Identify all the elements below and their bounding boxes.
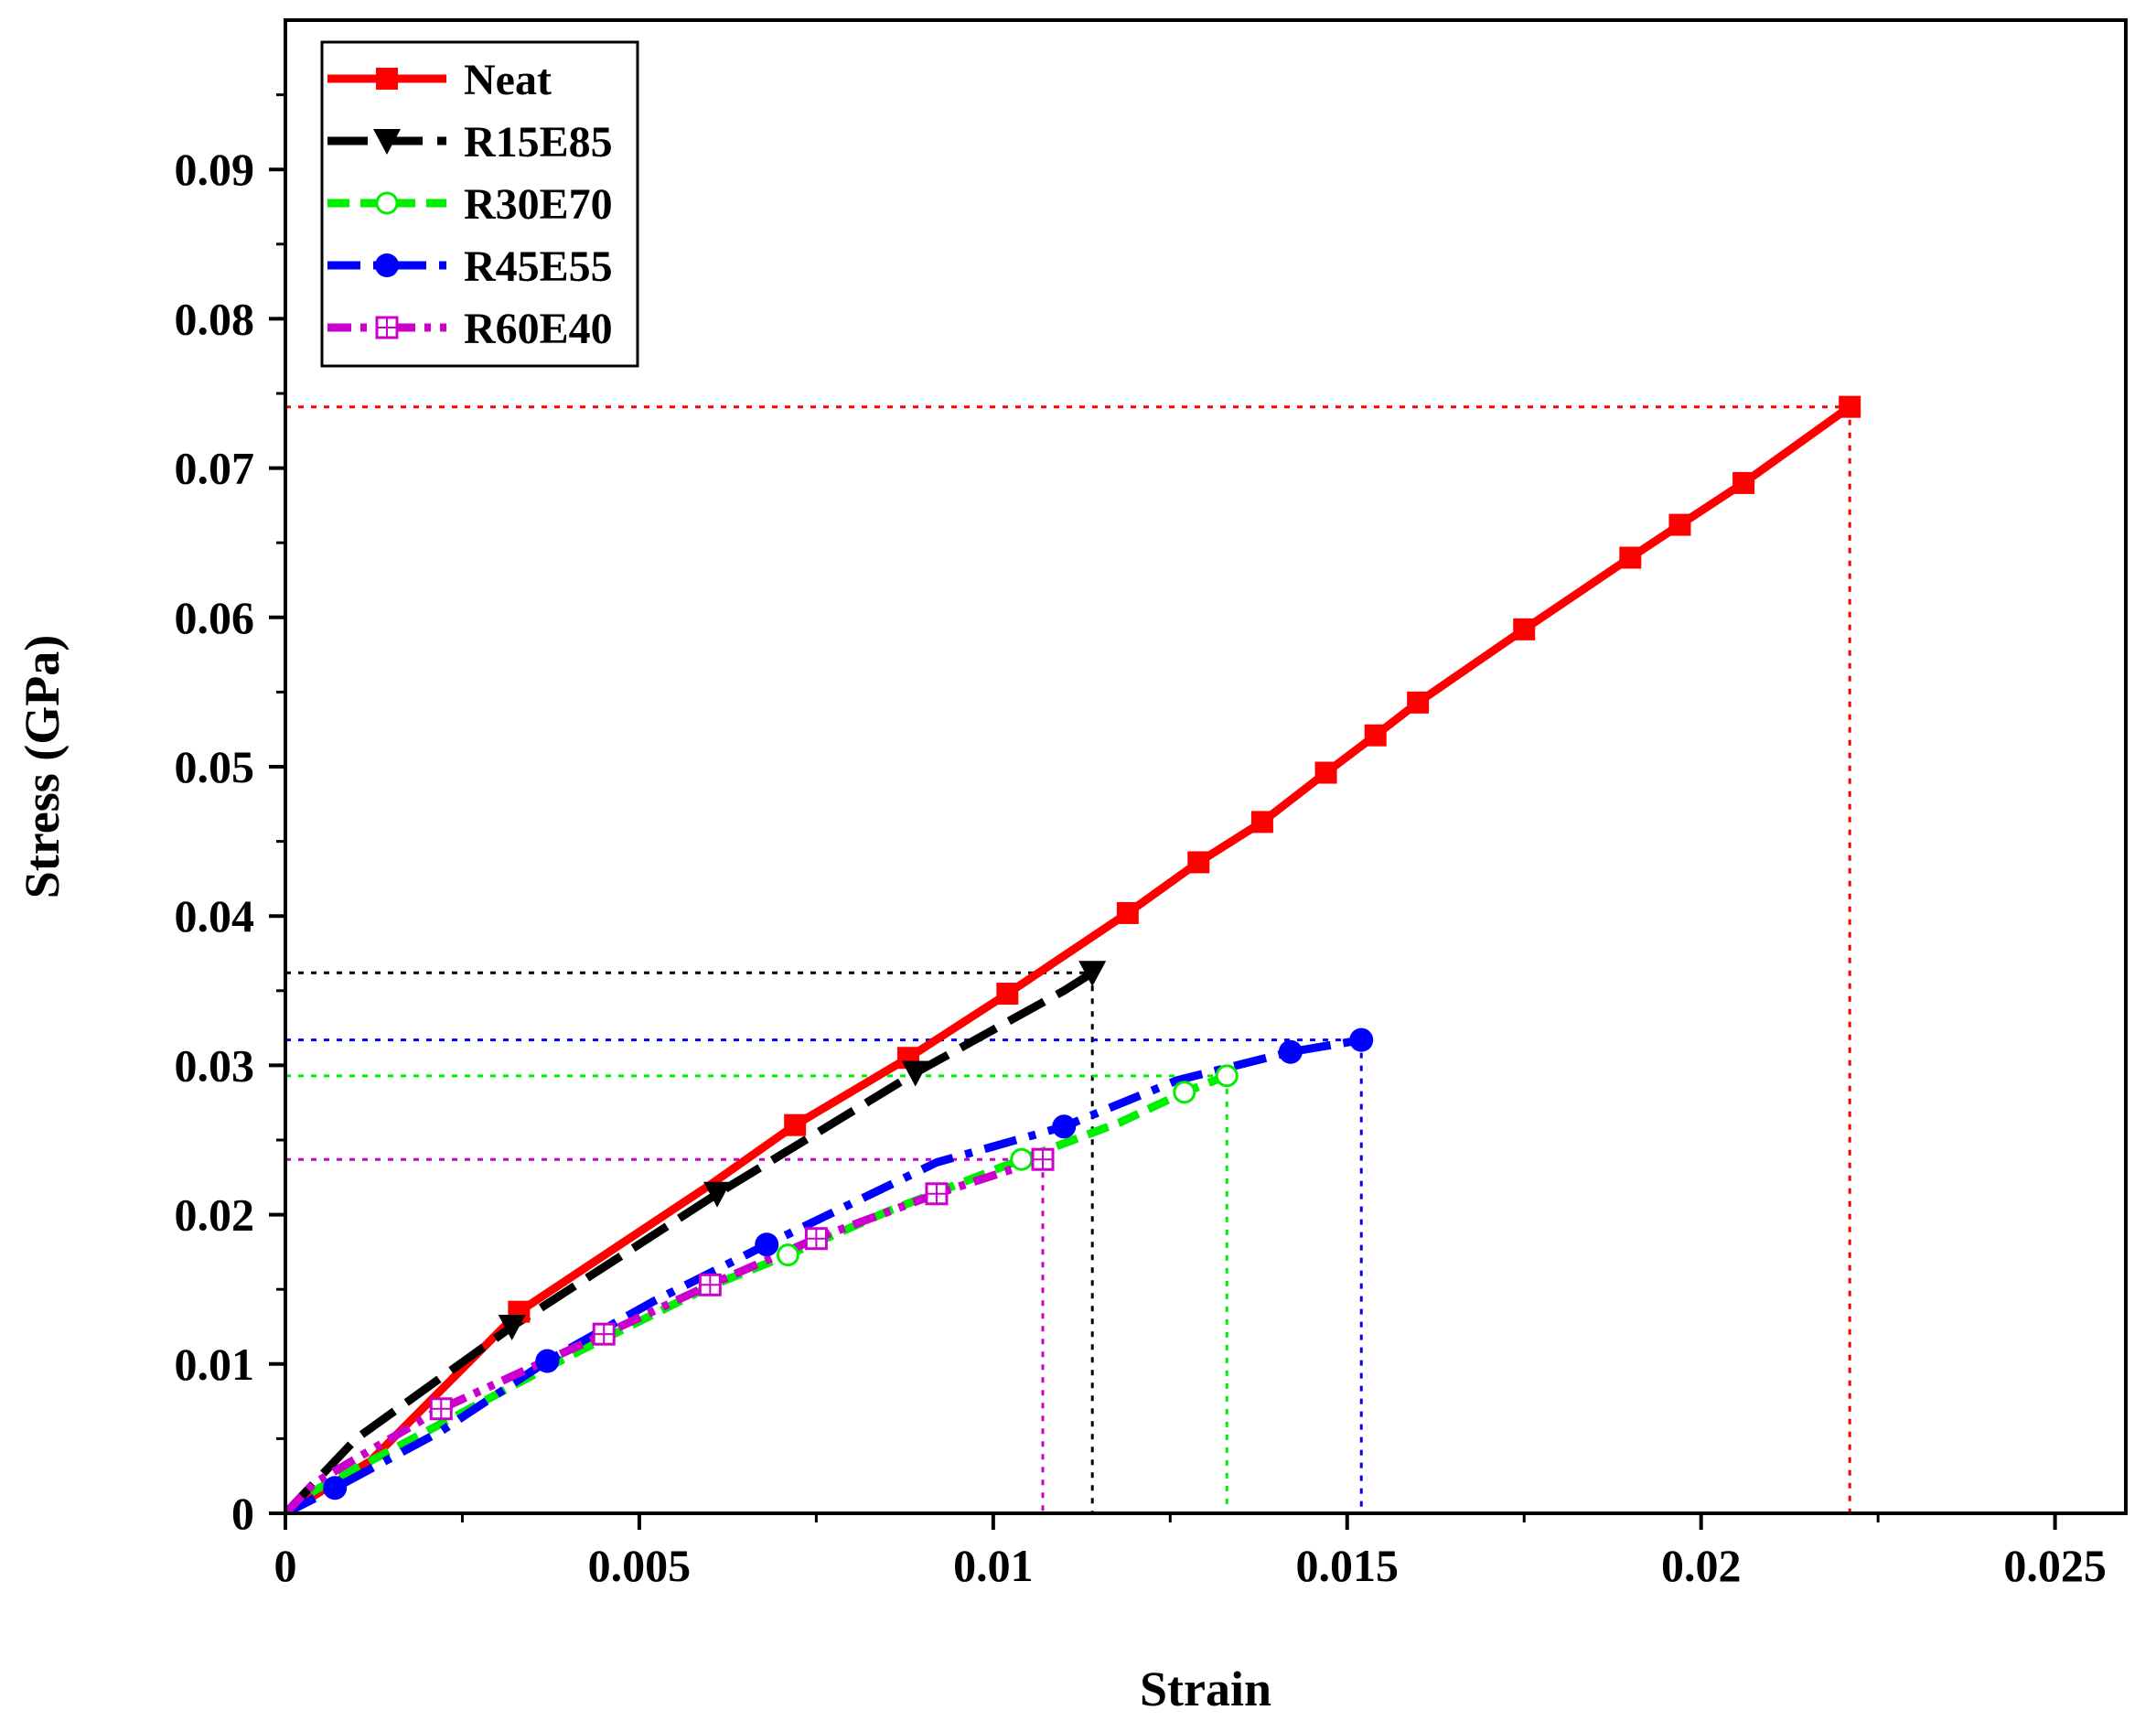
data-point-1-2: [901, 1060, 929, 1087]
legend-swatch-marker-1: [373, 129, 401, 155]
x-tick-label: 0: [274, 1540, 297, 1591]
y-tick-label: 0.04: [175, 890, 255, 941]
legend: Neat R15E85 R30E70 R45E55 R60E40: [320, 40, 639, 368]
data-point-3-3: [1052, 1114, 1077, 1139]
legend-entry-2: R30E70: [327, 180, 613, 229]
data-point-3-5: [1349, 1027, 1374, 1052]
plot-frame: [284, 18, 2128, 1515]
data-point-3-2: [755, 1232, 779, 1257]
data-point-4-3: [804, 1227, 828, 1251]
data-point-0-13: [1732, 471, 1755, 494]
data-point-3-0: [323, 1476, 348, 1500]
series-line-0: [285, 403, 1852, 1513]
series-line-1: [285, 969, 1095, 1513]
data-point-4-4: [925, 1182, 949, 1206]
legend-swatch-marker-0: [376, 68, 398, 90]
data-point-0-5: [1187, 851, 1210, 874]
data-point-3-1: [535, 1349, 560, 1373]
data-point-4-2: [698, 1273, 722, 1296]
legend-entry-4: R60E40: [327, 305, 613, 353]
data-point-0-9: [1407, 691, 1430, 714]
data-point-3-4: [1278, 1039, 1303, 1064]
data-point-0-3: [996, 983, 1019, 1006]
legend-swatch-marker-3: [375, 253, 399, 277]
data-point-0-14: [1839, 395, 1861, 418]
data-point-2-2: [1173, 1081, 1196, 1104]
x-tick-label: 0.005: [588, 1540, 692, 1591]
data-point-0-7: [1314, 761, 1337, 784]
y-tick-label: 0.06: [175, 592, 255, 643]
series-line-4: [285, 1155, 1045, 1513]
data-point-0-8: [1364, 724, 1387, 747]
data-point-4-0: [429, 1397, 453, 1421]
x-tick-label: 0.01: [953, 1540, 1034, 1591]
data-point-4-5: [1031, 1147, 1055, 1171]
y-tick-label: 0.03: [175, 1039, 255, 1091]
data-point-1-0: [498, 1315, 526, 1340]
data-point-1-1: [703, 1181, 732, 1208]
data-point-0-11: [1619, 546, 1642, 569]
y-tick-label: 0.02: [175, 1189, 255, 1241]
data-point-0-10: [1513, 618, 1536, 640]
y-tick-label: 0.01: [175, 1339, 255, 1390]
y-axis-title: Stress (GPa): [15, 635, 70, 898]
y-tick-label: 0.05: [175, 741, 255, 792]
data-point-0-12: [1668, 513, 1691, 536]
y-tick-label: 0.07: [175, 443, 255, 494]
x-axis-title: Strain: [1140, 1662, 1271, 1716]
y-tick-label: 0.08: [175, 293, 255, 344]
data-point-0-1: [784, 1113, 807, 1136]
legend-swatch-marker-2: [375, 191, 399, 215]
data-point-0-6: [1250, 811, 1273, 834]
data-point-1-3: [1078, 961, 1107, 987]
legend-label-4: R60E40: [464, 305, 613, 353]
legend-entry-3: R45E55: [327, 242, 613, 291]
series-line-2: [285, 1071, 1228, 1513]
legend-entry-0: Neat: [327, 56, 552, 104]
y-tick-label: 0.09: [175, 144, 255, 195]
data-point-4-1: [592, 1322, 616, 1346]
legend-label-2: R30E70: [464, 180, 613, 229]
legend-label-1: R15E85: [464, 118, 613, 167]
data-point-2-1: [1010, 1147, 1034, 1171]
data-point-0-4: [1116, 901, 1139, 924]
y-tick-label: 0: [231, 1488, 254, 1539]
legend-label-0: Neat: [464, 56, 552, 104]
data-point-2-0: [776, 1243, 799, 1267]
x-tick-label: 0.02: [1661, 1540, 1742, 1591]
data-point-2-3: [1215, 1064, 1239, 1088]
legend-entry-1: R15E85: [327, 118, 613, 167]
x-tick-label: 0.015: [1296, 1540, 1400, 1591]
legend-label-3: R45E55: [464, 242, 613, 291]
legend-swatch-marker-4: [375, 316, 399, 339]
x-tick-label: 0.025: [2003, 1540, 2107, 1591]
